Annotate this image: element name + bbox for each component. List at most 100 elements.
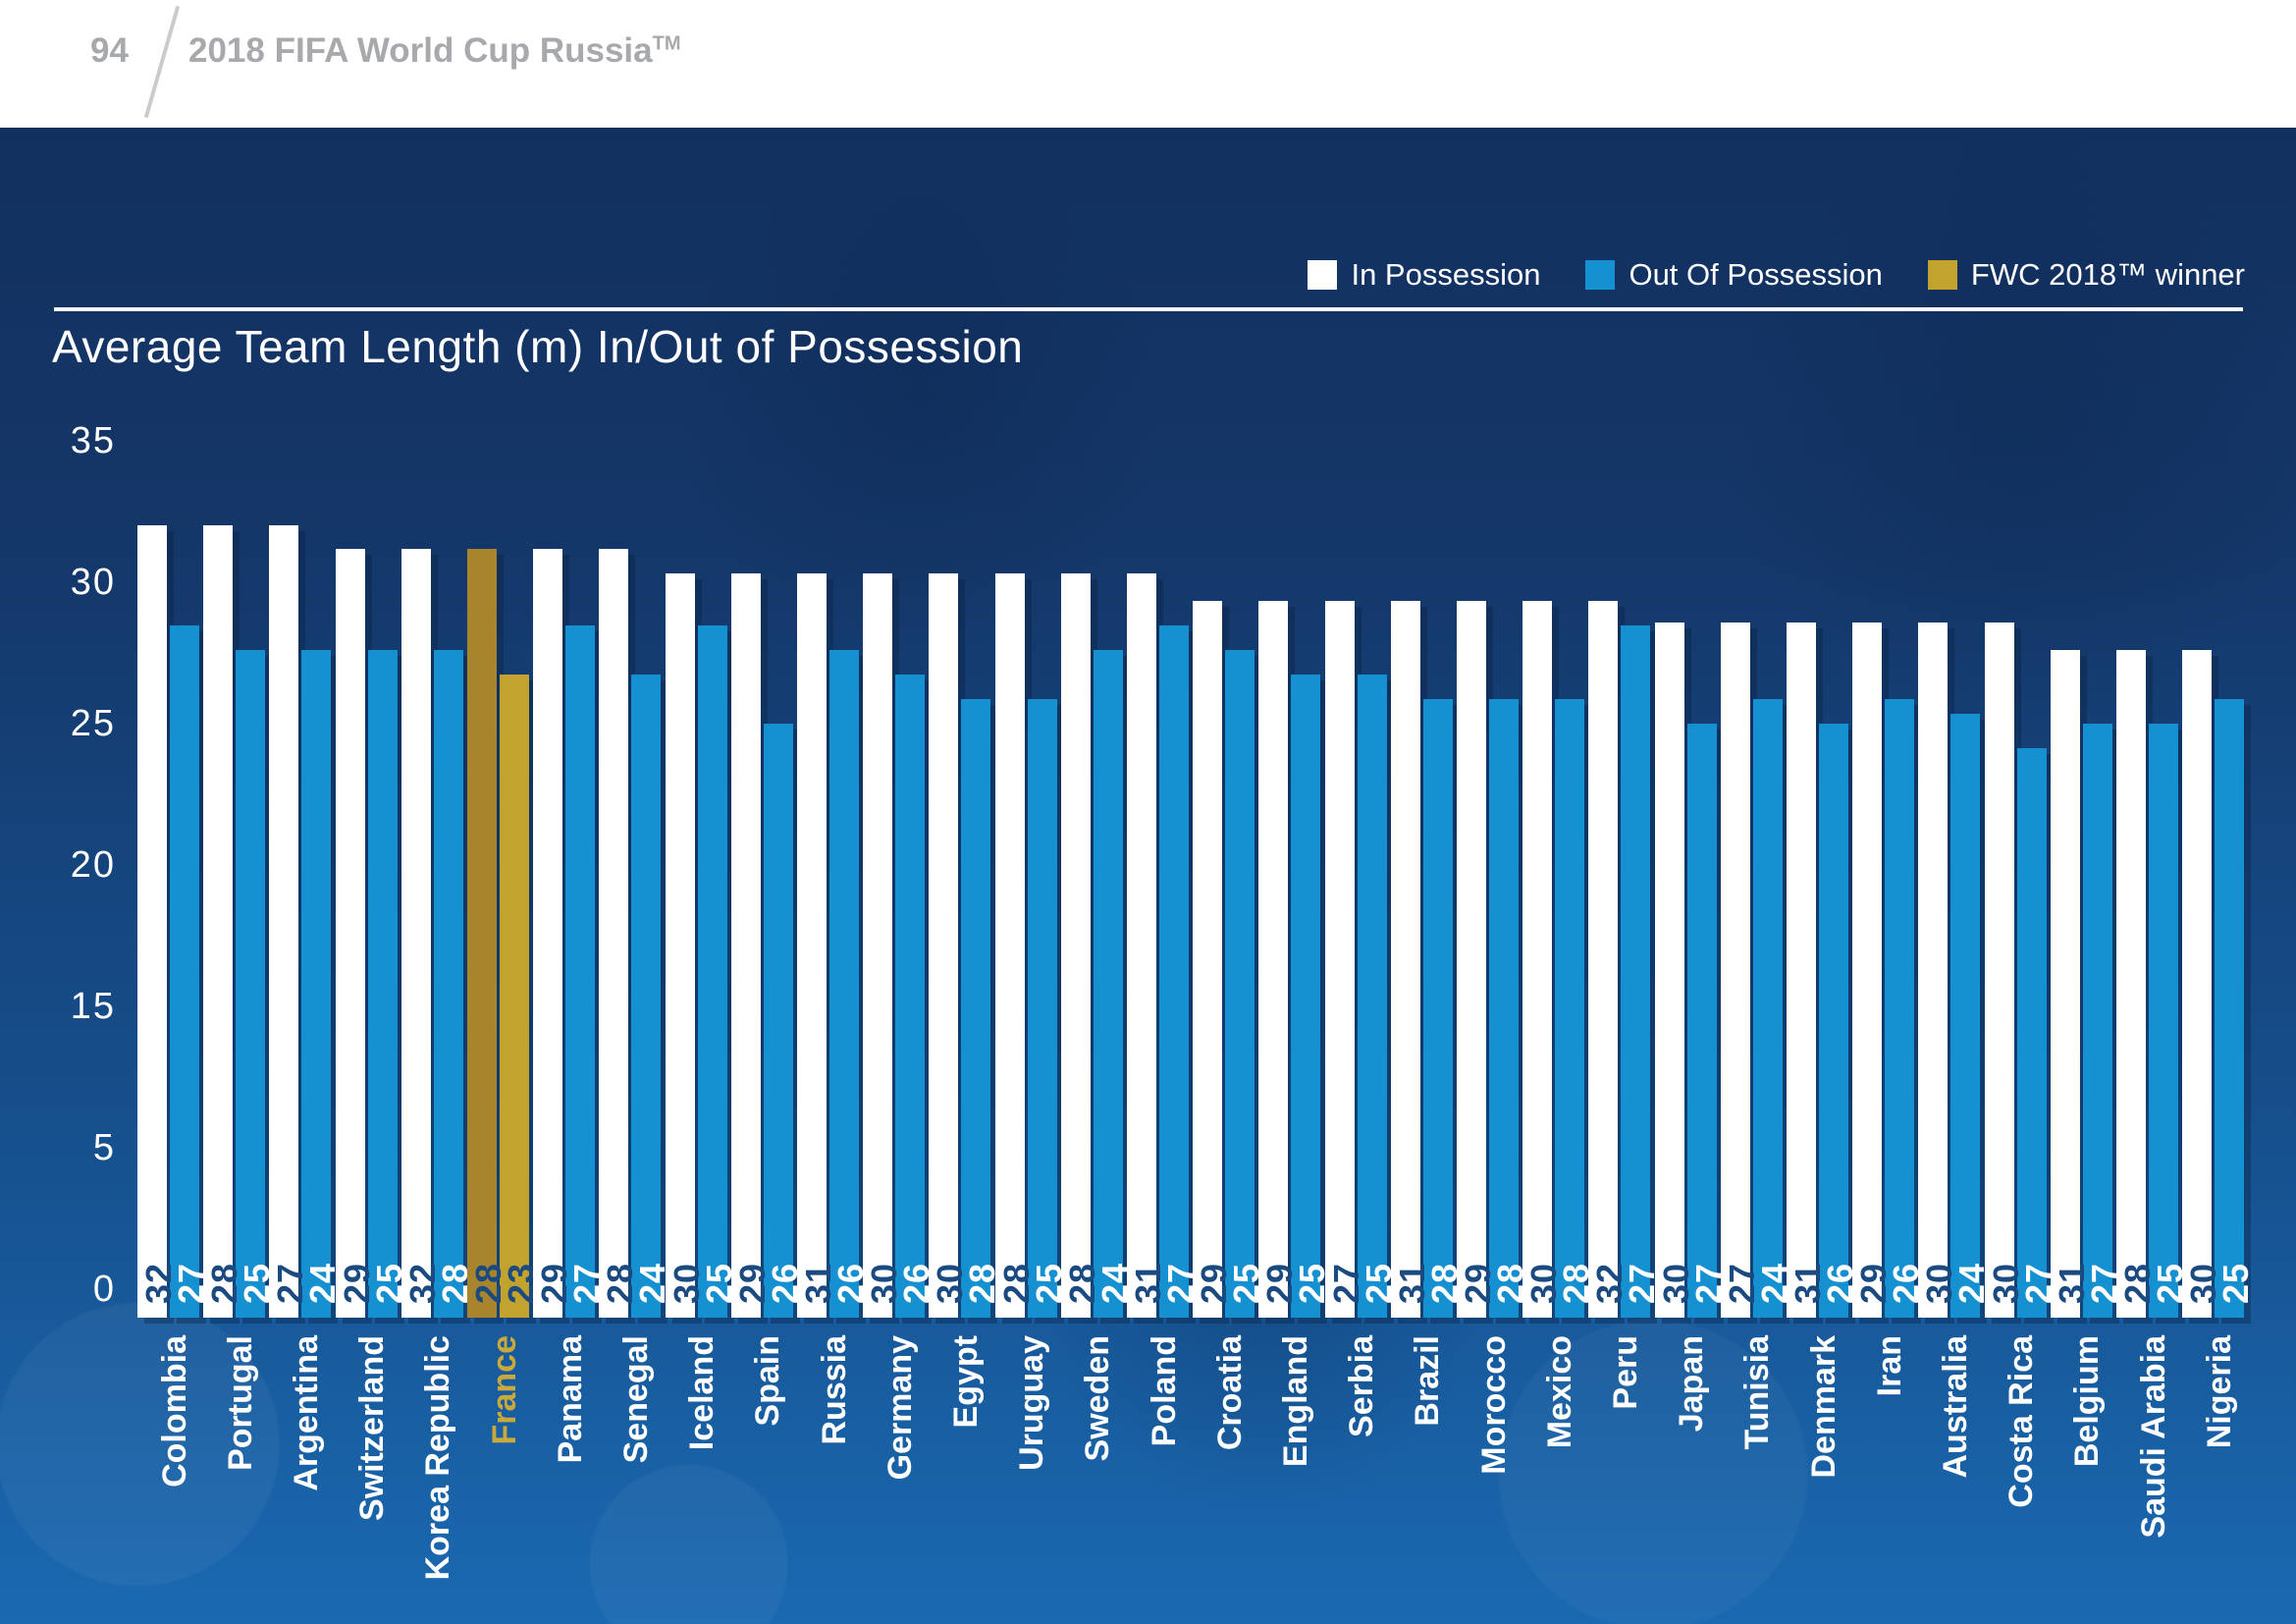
team-label: Germany xyxy=(881,1335,919,1481)
team-bar-group xyxy=(533,128,599,1624)
bar-in-possession xyxy=(269,525,299,1318)
y-axis-tick: 5 xyxy=(92,1127,116,1168)
legend-item: FWC 2018™ winner xyxy=(1927,257,2245,293)
team-bar-group xyxy=(2050,128,2116,1624)
team-label: Senegal xyxy=(616,1335,655,1464)
divider-rule xyxy=(54,307,2243,311)
team-bar-group xyxy=(1060,128,1127,1624)
page-header: 94 2018 FIFA World Cup RussiaTM xyxy=(0,0,2296,128)
legend-label: In Possession xyxy=(1351,257,1541,292)
chart-title: Average Team Length (m) In/Out of Posses… xyxy=(52,321,1024,372)
team-label: France xyxy=(485,1335,523,1445)
bar-out-of-possession xyxy=(697,625,727,1318)
team-bar-group xyxy=(730,128,797,1624)
team-bar-group xyxy=(1654,128,1721,1624)
team-bar-group xyxy=(994,128,1061,1624)
legend-label: FWC 2018™ winner xyxy=(1970,257,2245,292)
team-bar-group xyxy=(2182,128,2248,1624)
team-label: Egypt xyxy=(946,1335,985,1429)
team-label: Mexico xyxy=(1540,1335,1578,1449)
team-bar-group xyxy=(467,128,533,1624)
team-label: Colombia xyxy=(155,1335,193,1488)
bar-in-possession xyxy=(137,525,167,1318)
team-bar-group xyxy=(1193,128,1258,1624)
bar-out-of-possession xyxy=(1027,699,1057,1318)
team-bar-group xyxy=(335,128,401,1624)
bar-out-of-possession xyxy=(2215,699,2245,1318)
bar-in-possession xyxy=(599,549,629,1318)
team-label: Iceland xyxy=(683,1335,721,1451)
bar-in-possession xyxy=(1324,601,1355,1318)
bar-in-possession xyxy=(1852,623,1883,1318)
bar-out-of-possession xyxy=(1819,724,1848,1318)
team-bar-group xyxy=(1588,128,1654,1624)
bar-out-of-possession xyxy=(367,650,398,1318)
team-label: Denmark xyxy=(1804,1335,1842,1479)
team-label: Japan xyxy=(1673,1335,1711,1433)
bar-out-of-possession xyxy=(1093,650,1123,1318)
team-label: Peru xyxy=(1606,1335,1644,1410)
team-bar-group xyxy=(1522,128,1588,1624)
bar-in-possession xyxy=(335,549,365,1318)
bar-in-possession xyxy=(400,549,431,1318)
bar-in-possession xyxy=(203,525,234,1318)
team-bar-group xyxy=(400,128,467,1624)
bar-out-of-possession xyxy=(1555,699,1585,1318)
team-label: Australia xyxy=(1936,1335,1974,1479)
team-label: Brazil xyxy=(1409,1335,1447,1427)
bar-in-possession xyxy=(1193,601,1223,1318)
page-number: 94 xyxy=(90,31,129,70)
bar-in-possession xyxy=(1654,623,1684,1318)
bar-out-of-possession xyxy=(2149,724,2178,1318)
team-bar-group xyxy=(269,128,335,1624)
bar-out-of-possession xyxy=(961,699,991,1318)
bar-in-possession xyxy=(1060,573,1091,1318)
team-bar-group xyxy=(599,128,665,1624)
bar-out-of-possession xyxy=(763,724,793,1318)
team-label: Spain xyxy=(749,1335,787,1427)
chart-legend: In Possession Out Of Possession FWC 2018™ … xyxy=(1308,257,2245,293)
bar-in-possession xyxy=(1984,623,2014,1318)
team-label: Costa Rica xyxy=(2002,1335,2041,1508)
bar-in-possession xyxy=(467,549,497,1318)
team-label: Croatia xyxy=(1210,1335,1249,1451)
team-label: Morocco xyxy=(1474,1335,1513,1475)
bar-in-possession xyxy=(2050,650,2080,1318)
team-label: Serbia xyxy=(1343,1335,1381,1437)
bar-out-of-possession xyxy=(1357,675,1387,1318)
bar-in-possession xyxy=(533,549,563,1318)
bar-in-possession xyxy=(1787,623,1816,1318)
team-label: Russia xyxy=(815,1335,853,1445)
bar-out-of-possession xyxy=(1621,625,1651,1318)
y-axis-tick: 15 xyxy=(70,986,116,1027)
bar-out-of-possession xyxy=(500,675,529,1318)
team-bar-group xyxy=(929,128,994,1624)
bar-out-of-possession xyxy=(1291,675,1321,1318)
bar-out-of-possession xyxy=(1159,625,1189,1318)
bar-in-possession xyxy=(929,573,959,1318)
team-bar-group xyxy=(1852,128,1918,1624)
team-bar-group xyxy=(2116,128,2182,1624)
bar-in-possession xyxy=(1390,601,1420,1318)
team-label: Tunisia xyxy=(1738,1335,1777,1450)
bar-out-of-possession xyxy=(1950,714,1981,1318)
bar-chart: 35 30 25 20 15 5 0 32 27 Colombia 28 25 Portugal 27 24… xyxy=(0,128,2296,1624)
team-bar-group xyxy=(1127,128,1193,1624)
bar-out-of-possession xyxy=(236,650,266,1318)
bar-out-of-possession xyxy=(1489,699,1519,1318)
team-bar-group xyxy=(863,128,929,1624)
team-bar-group xyxy=(665,128,731,1624)
team-label: Uruguay xyxy=(1013,1335,1051,1471)
legend-label: Out Of Possession xyxy=(1629,257,1883,292)
team-bar-group xyxy=(1324,128,1391,1624)
team-bar-group xyxy=(1720,128,1787,1624)
team-bar-group xyxy=(137,128,203,1624)
bar-in-possession xyxy=(1457,601,1486,1318)
legend-item: Out Of Possession xyxy=(1585,257,1883,293)
legend-swatch-icon xyxy=(1927,260,1957,290)
team-label: Portugal xyxy=(221,1335,259,1471)
team-label: Sweden xyxy=(1079,1335,1117,1462)
bar-out-of-possession xyxy=(170,625,199,1318)
team-bar-group xyxy=(797,128,863,1624)
